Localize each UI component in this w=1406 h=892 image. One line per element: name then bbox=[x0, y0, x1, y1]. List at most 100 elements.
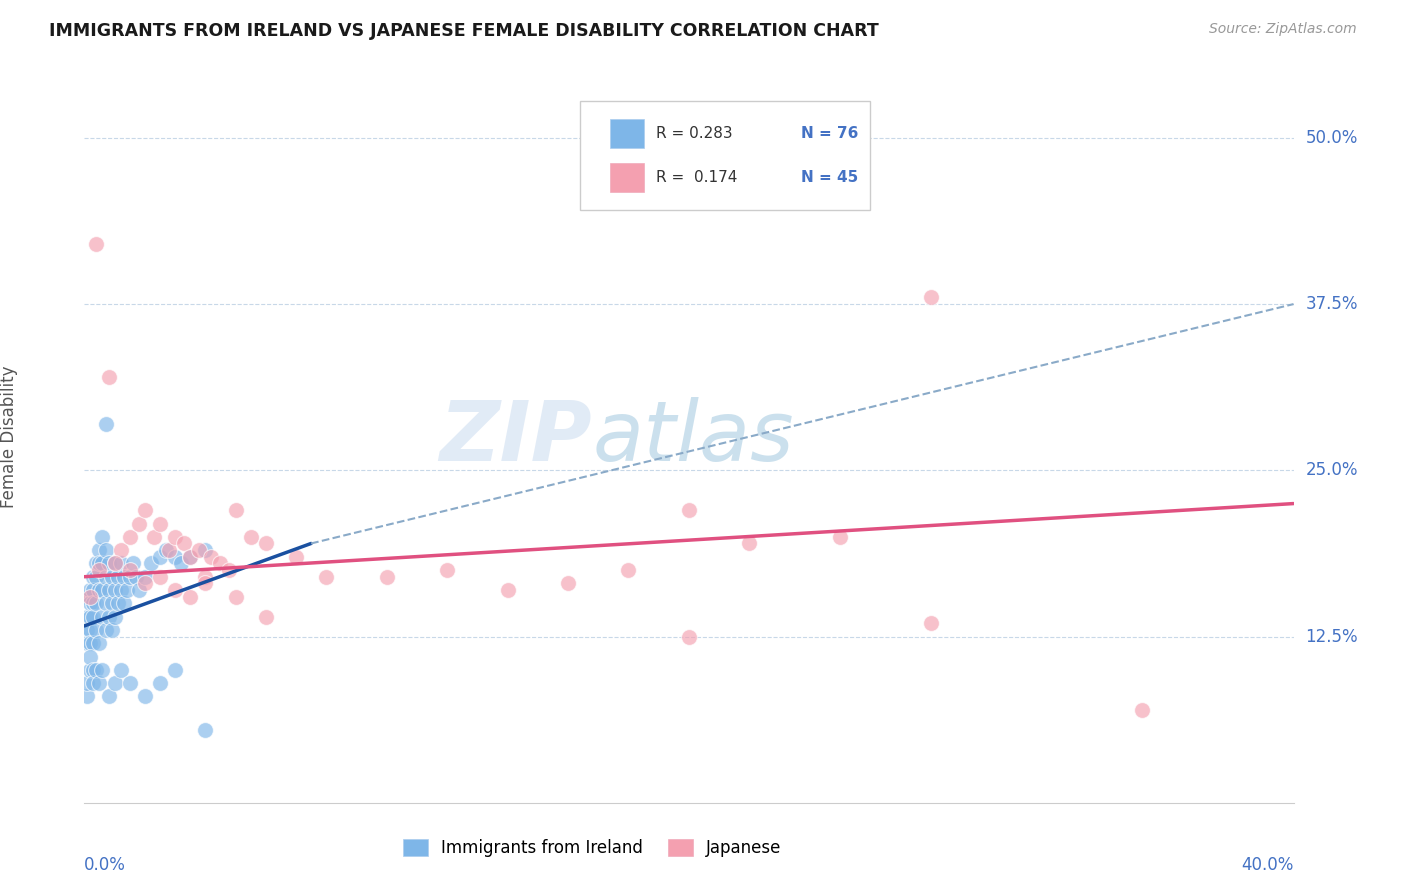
Point bbox=[678, 503, 700, 517]
Point bbox=[91, 609, 114, 624]
Point bbox=[76, 690, 98, 704]
Point bbox=[110, 557, 132, 571]
Text: ZIP: ZIP bbox=[440, 397, 592, 477]
Point bbox=[155, 543, 177, 558]
FancyBboxPatch shape bbox=[610, 163, 644, 192]
Point bbox=[110, 663, 132, 677]
Text: 40.0%: 40.0% bbox=[1241, 856, 1294, 874]
Text: IMMIGRANTS FROM IRELAND VS JAPANESE FEMALE DISABILITY CORRELATION CHART: IMMIGRANTS FROM IRELAND VS JAPANESE FEMA… bbox=[49, 22, 879, 40]
Point bbox=[315, 570, 337, 584]
Point bbox=[86, 596, 108, 610]
Point bbox=[79, 596, 101, 610]
Text: 37.5%: 37.5% bbox=[1306, 295, 1358, 313]
FancyBboxPatch shape bbox=[610, 119, 644, 148]
Text: 25.0%: 25.0% bbox=[1306, 461, 1358, 479]
Point bbox=[179, 549, 201, 564]
Point bbox=[89, 557, 111, 571]
Point bbox=[179, 590, 201, 604]
Point bbox=[121, 557, 143, 571]
Point bbox=[79, 636, 101, 650]
Point bbox=[128, 582, 150, 597]
Point bbox=[89, 636, 111, 650]
Point bbox=[89, 543, 111, 558]
Point bbox=[125, 570, 148, 584]
Point bbox=[79, 623, 101, 637]
Point bbox=[496, 582, 519, 597]
Point bbox=[254, 536, 277, 550]
Point bbox=[97, 557, 120, 571]
Text: R = 0.283: R = 0.283 bbox=[657, 126, 733, 141]
Point bbox=[617, 563, 640, 577]
Point bbox=[107, 570, 129, 584]
Text: atlas: atlas bbox=[592, 397, 794, 477]
Point bbox=[76, 623, 98, 637]
Point bbox=[91, 582, 114, 597]
Point bbox=[128, 516, 150, 531]
Point bbox=[89, 582, 111, 597]
Point bbox=[1130, 703, 1153, 717]
Point bbox=[97, 609, 120, 624]
Point bbox=[173, 536, 195, 550]
Point bbox=[89, 676, 111, 690]
Point bbox=[134, 503, 156, 517]
Point bbox=[82, 636, 104, 650]
Text: 12.5%: 12.5% bbox=[1306, 628, 1358, 646]
Text: Female Disability: Female Disability bbox=[0, 366, 18, 508]
Point bbox=[165, 530, 187, 544]
Point bbox=[86, 237, 108, 252]
Point bbox=[165, 582, 187, 597]
Text: 0.0%: 0.0% bbox=[84, 856, 127, 874]
Point bbox=[94, 623, 117, 637]
Point bbox=[112, 570, 135, 584]
Point bbox=[920, 290, 942, 304]
Point bbox=[239, 530, 262, 544]
Point bbox=[86, 570, 108, 584]
Point bbox=[110, 582, 132, 597]
Point bbox=[375, 570, 398, 584]
Point bbox=[112, 596, 135, 610]
Point bbox=[149, 676, 172, 690]
Point bbox=[79, 582, 101, 597]
Point bbox=[194, 543, 217, 558]
Text: N = 45: N = 45 bbox=[801, 169, 859, 185]
Point bbox=[100, 623, 122, 637]
Point bbox=[142, 530, 165, 544]
Point bbox=[107, 596, 129, 610]
Point bbox=[91, 530, 114, 544]
Point bbox=[104, 582, 127, 597]
Point bbox=[104, 557, 127, 571]
Point bbox=[82, 609, 104, 624]
Point bbox=[94, 417, 117, 431]
Point bbox=[170, 557, 193, 571]
Point bbox=[134, 576, 156, 591]
Point bbox=[97, 582, 120, 597]
Point bbox=[225, 503, 247, 517]
Point bbox=[86, 557, 108, 571]
Point bbox=[920, 616, 942, 631]
Point bbox=[82, 596, 104, 610]
Point bbox=[110, 543, 132, 558]
Point bbox=[86, 663, 108, 677]
Point bbox=[79, 609, 101, 624]
Point bbox=[194, 570, 217, 584]
Point bbox=[118, 563, 141, 577]
Point bbox=[738, 536, 761, 550]
Point bbox=[94, 570, 117, 584]
Point bbox=[165, 549, 187, 564]
Text: R =  0.174: R = 0.174 bbox=[657, 169, 738, 185]
Point bbox=[97, 690, 120, 704]
Point bbox=[218, 563, 240, 577]
Point bbox=[134, 690, 156, 704]
Point bbox=[157, 543, 180, 558]
Point bbox=[82, 582, 104, 597]
Point bbox=[94, 596, 117, 610]
Point bbox=[118, 676, 141, 690]
Point bbox=[76, 676, 98, 690]
Point bbox=[678, 630, 700, 644]
Point bbox=[100, 570, 122, 584]
Point bbox=[139, 557, 162, 571]
Point bbox=[82, 663, 104, 677]
Point bbox=[82, 570, 104, 584]
Point bbox=[104, 609, 127, 624]
FancyBboxPatch shape bbox=[581, 101, 870, 211]
